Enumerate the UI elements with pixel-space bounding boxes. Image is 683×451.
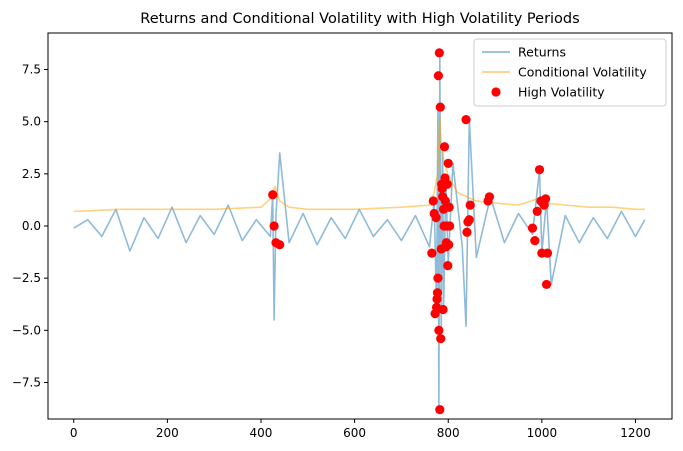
x-tick-label: 200 <box>156 426 179 440</box>
high-volatility-point <box>541 279 552 290</box>
plot-area <box>73 48 646 415</box>
high-volatility-point <box>530 236 540 246</box>
y-axis: −7.5 −5.0 −2.5 0.0 2.5 5.0 7.5 <box>12 63 48 389</box>
y-tick-label: −2.5 <box>12 271 41 285</box>
legend-high-volatility-swatch <box>491 87 501 97</box>
high-volatility-point <box>436 334 446 344</box>
high-volatility-point <box>443 158 453 169</box>
legend-returns-label: Returns <box>518 45 566 60</box>
high-volatility-point <box>269 221 279 231</box>
high-volatility-point <box>439 142 450 152</box>
x-tick-label: 600 <box>343 426 366 440</box>
high-volatility-point <box>445 221 455 231</box>
chart-title: Returns and Conditional Volatility with … <box>140 11 579 27</box>
high-volatility-point <box>435 102 445 112</box>
y-tick-label: 2.5 <box>22 167 41 181</box>
high-volatility-point <box>428 196 438 206</box>
high-volatility-point <box>433 71 444 81</box>
high-volatility-point <box>438 304 448 315</box>
y-tick-label: 7.5 <box>22 63 41 77</box>
series-line-0 <box>73 52 646 411</box>
legend-volatility-label: Conditional Volatility <box>518 65 647 80</box>
y-tick-label: −5.0 <box>12 323 41 337</box>
high-volatility-point <box>442 179 452 189</box>
legend: Returns Conditional Volatility High Vola… <box>473 38 667 107</box>
high-volatility-point <box>431 213 441 223</box>
high-volatility-point <box>435 405 445 415</box>
high-volatility-point <box>434 325 444 335</box>
high-volatility-point <box>534 165 545 175</box>
legend-high-volatility-label: High Volatility <box>518 85 605 100</box>
x-axis: 0 200 400 600 800 1000 1200 <box>70 419 651 440</box>
y-tick-label: −7.5 <box>12 375 41 389</box>
high-volatility-point <box>427 248 437 258</box>
high-volatility-point <box>434 48 444 58</box>
x-tick-label: 0 <box>70 426 78 440</box>
high-volatility-point <box>275 240 285 250</box>
high-volatility-point <box>527 223 538 233</box>
high-volatility-point <box>443 261 453 271</box>
high-volatility-point <box>433 273 443 283</box>
high-volatility-point <box>268 190 278 200</box>
y-tick-label: 5.0 <box>22 115 41 129</box>
high-volatility-point <box>432 288 443 298</box>
high-volatility-point <box>461 114 471 125</box>
high-volatility-point <box>542 248 553 258</box>
high-volatility-point <box>444 202 454 212</box>
high-volatility-point <box>444 240 454 250</box>
x-tick-label: 1200 <box>620 426 651 440</box>
high-volatility-point <box>462 227 472 237</box>
high-volatility-point <box>465 200 475 210</box>
series-line-1 <box>73 114 645 213</box>
high-volatility-point <box>464 215 474 225</box>
x-tick-label: 400 <box>250 426 273 440</box>
high-volatility-point <box>532 206 542 216</box>
high-volatility-point <box>541 194 551 204</box>
x-tick-label: 800 <box>437 426 460 440</box>
high-volatility-point <box>484 192 495 202</box>
x-tick-label: 1000 <box>527 426 558 440</box>
legend-box <box>473 38 667 107</box>
y-tick-label: 0.0 <box>22 219 41 233</box>
